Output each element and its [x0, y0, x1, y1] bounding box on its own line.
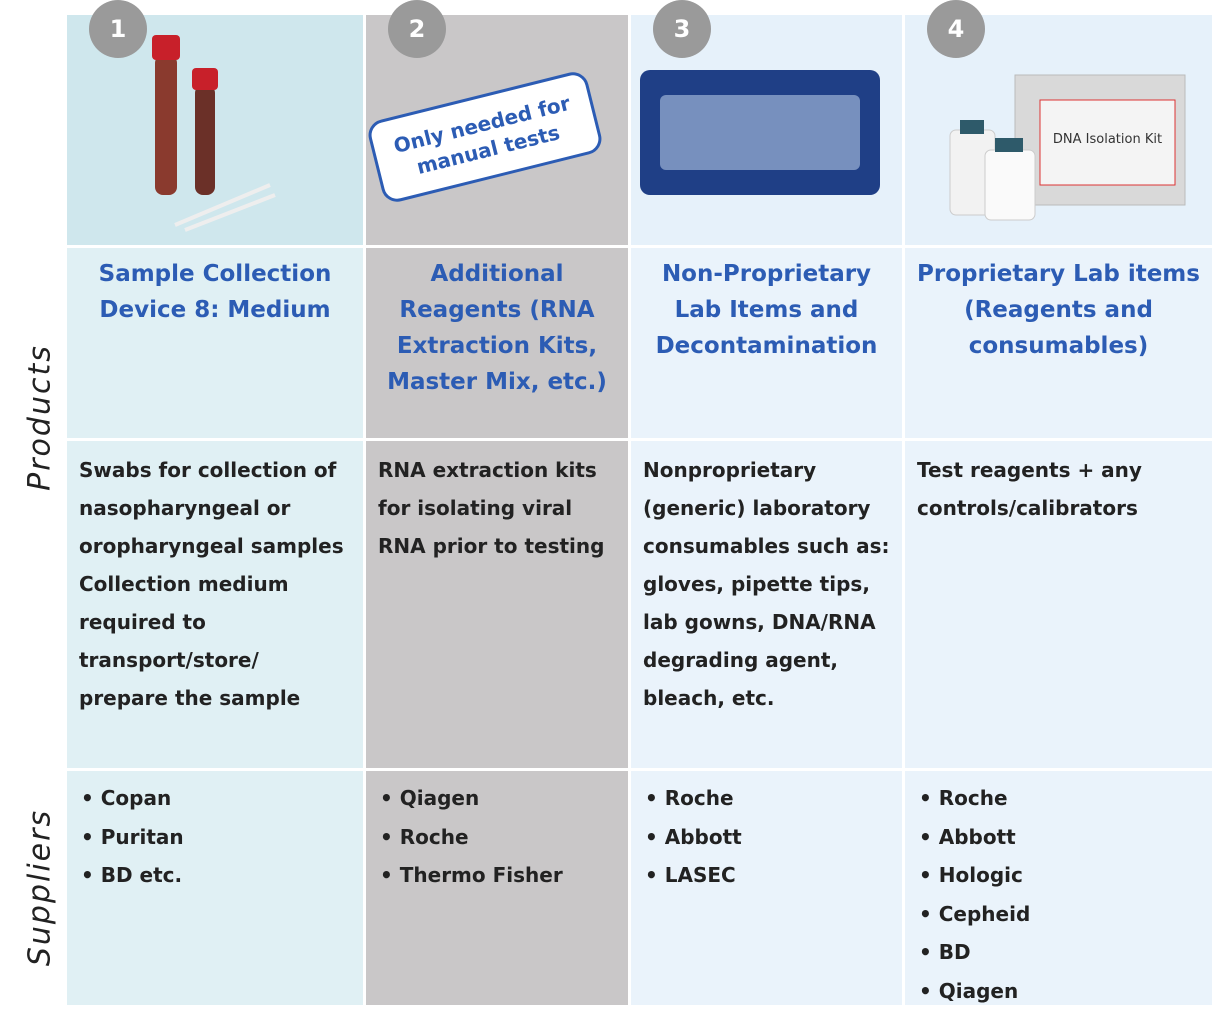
supplier-cell: RocheAbbottHologicCepheidBDQiagen [905, 771, 1212, 1005]
illustrations [0, 0, 1215, 250]
supplier: LASEC [645, 856, 888, 895]
supplier: Qiagen [380, 779, 614, 818]
title-cell: Non-Proprietary Lab Items and Decontamin… [631, 248, 902, 438]
description-cell: Nonproprietary (generic) laboratory cons… [631, 441, 902, 768]
supplier-cell: RocheAbbottLASEC [631, 771, 902, 1005]
supplier: Hologic [919, 856, 1198, 895]
kit-box [950, 75, 1185, 220]
supplier: Thermo Fisher [380, 856, 614, 895]
description: Test reagents + any controls/calibrators [917, 451, 1200, 527]
supplier: Puritan [81, 818, 349, 857]
lab-items [640, 70, 880, 195]
description: Nonproprietary (generic) laboratory cons… [643, 451, 890, 717]
supplier: BD [919, 933, 1198, 972]
supplier: Qiagen [919, 972, 1198, 1010]
side-label: Products [23, 338, 58, 498]
description: Swabs for collection of nasopharyngeal o… [79, 451, 351, 565]
side-label: Suppliers [23, 808, 58, 968]
supplier: Cepheid [919, 895, 1198, 934]
description-cell: RNA extraction kits for isolating viral … [366, 441, 628, 768]
kit-label: DNA Isolation Kit [1045, 132, 1170, 147]
description-cell: Test reagents + any controls/calibrators [905, 441, 1212, 768]
title-cell: Additional Reagents (RNA Extraction Kits… [366, 248, 628, 438]
supplier: Roche [919, 779, 1198, 818]
title-cell: Sample Collection Device 8: Medium [67, 248, 363, 438]
description: RNA extraction kits for isolating viral … [378, 451, 616, 565]
supplier: Copan [81, 779, 349, 818]
description-cell: Swabs for collection of nasopharyngeal o… [67, 441, 363, 768]
supplier: BD etc. [81, 856, 349, 895]
supplier-cell: CopanPuritanBD etc. [67, 771, 363, 1005]
supplier: Roche [645, 779, 888, 818]
supplier: Roche [380, 818, 614, 857]
supplier-cell: QiagenRocheThermo Fisher [366, 771, 628, 1005]
title-cell: Proprietary Lab items (Reagents and cons… [905, 248, 1212, 438]
supplier: Abbott [645, 818, 888, 857]
tubes [152, 35, 275, 230]
supplier: Abbott [919, 818, 1198, 857]
description: Collection medium required to transport/… [79, 565, 351, 717]
